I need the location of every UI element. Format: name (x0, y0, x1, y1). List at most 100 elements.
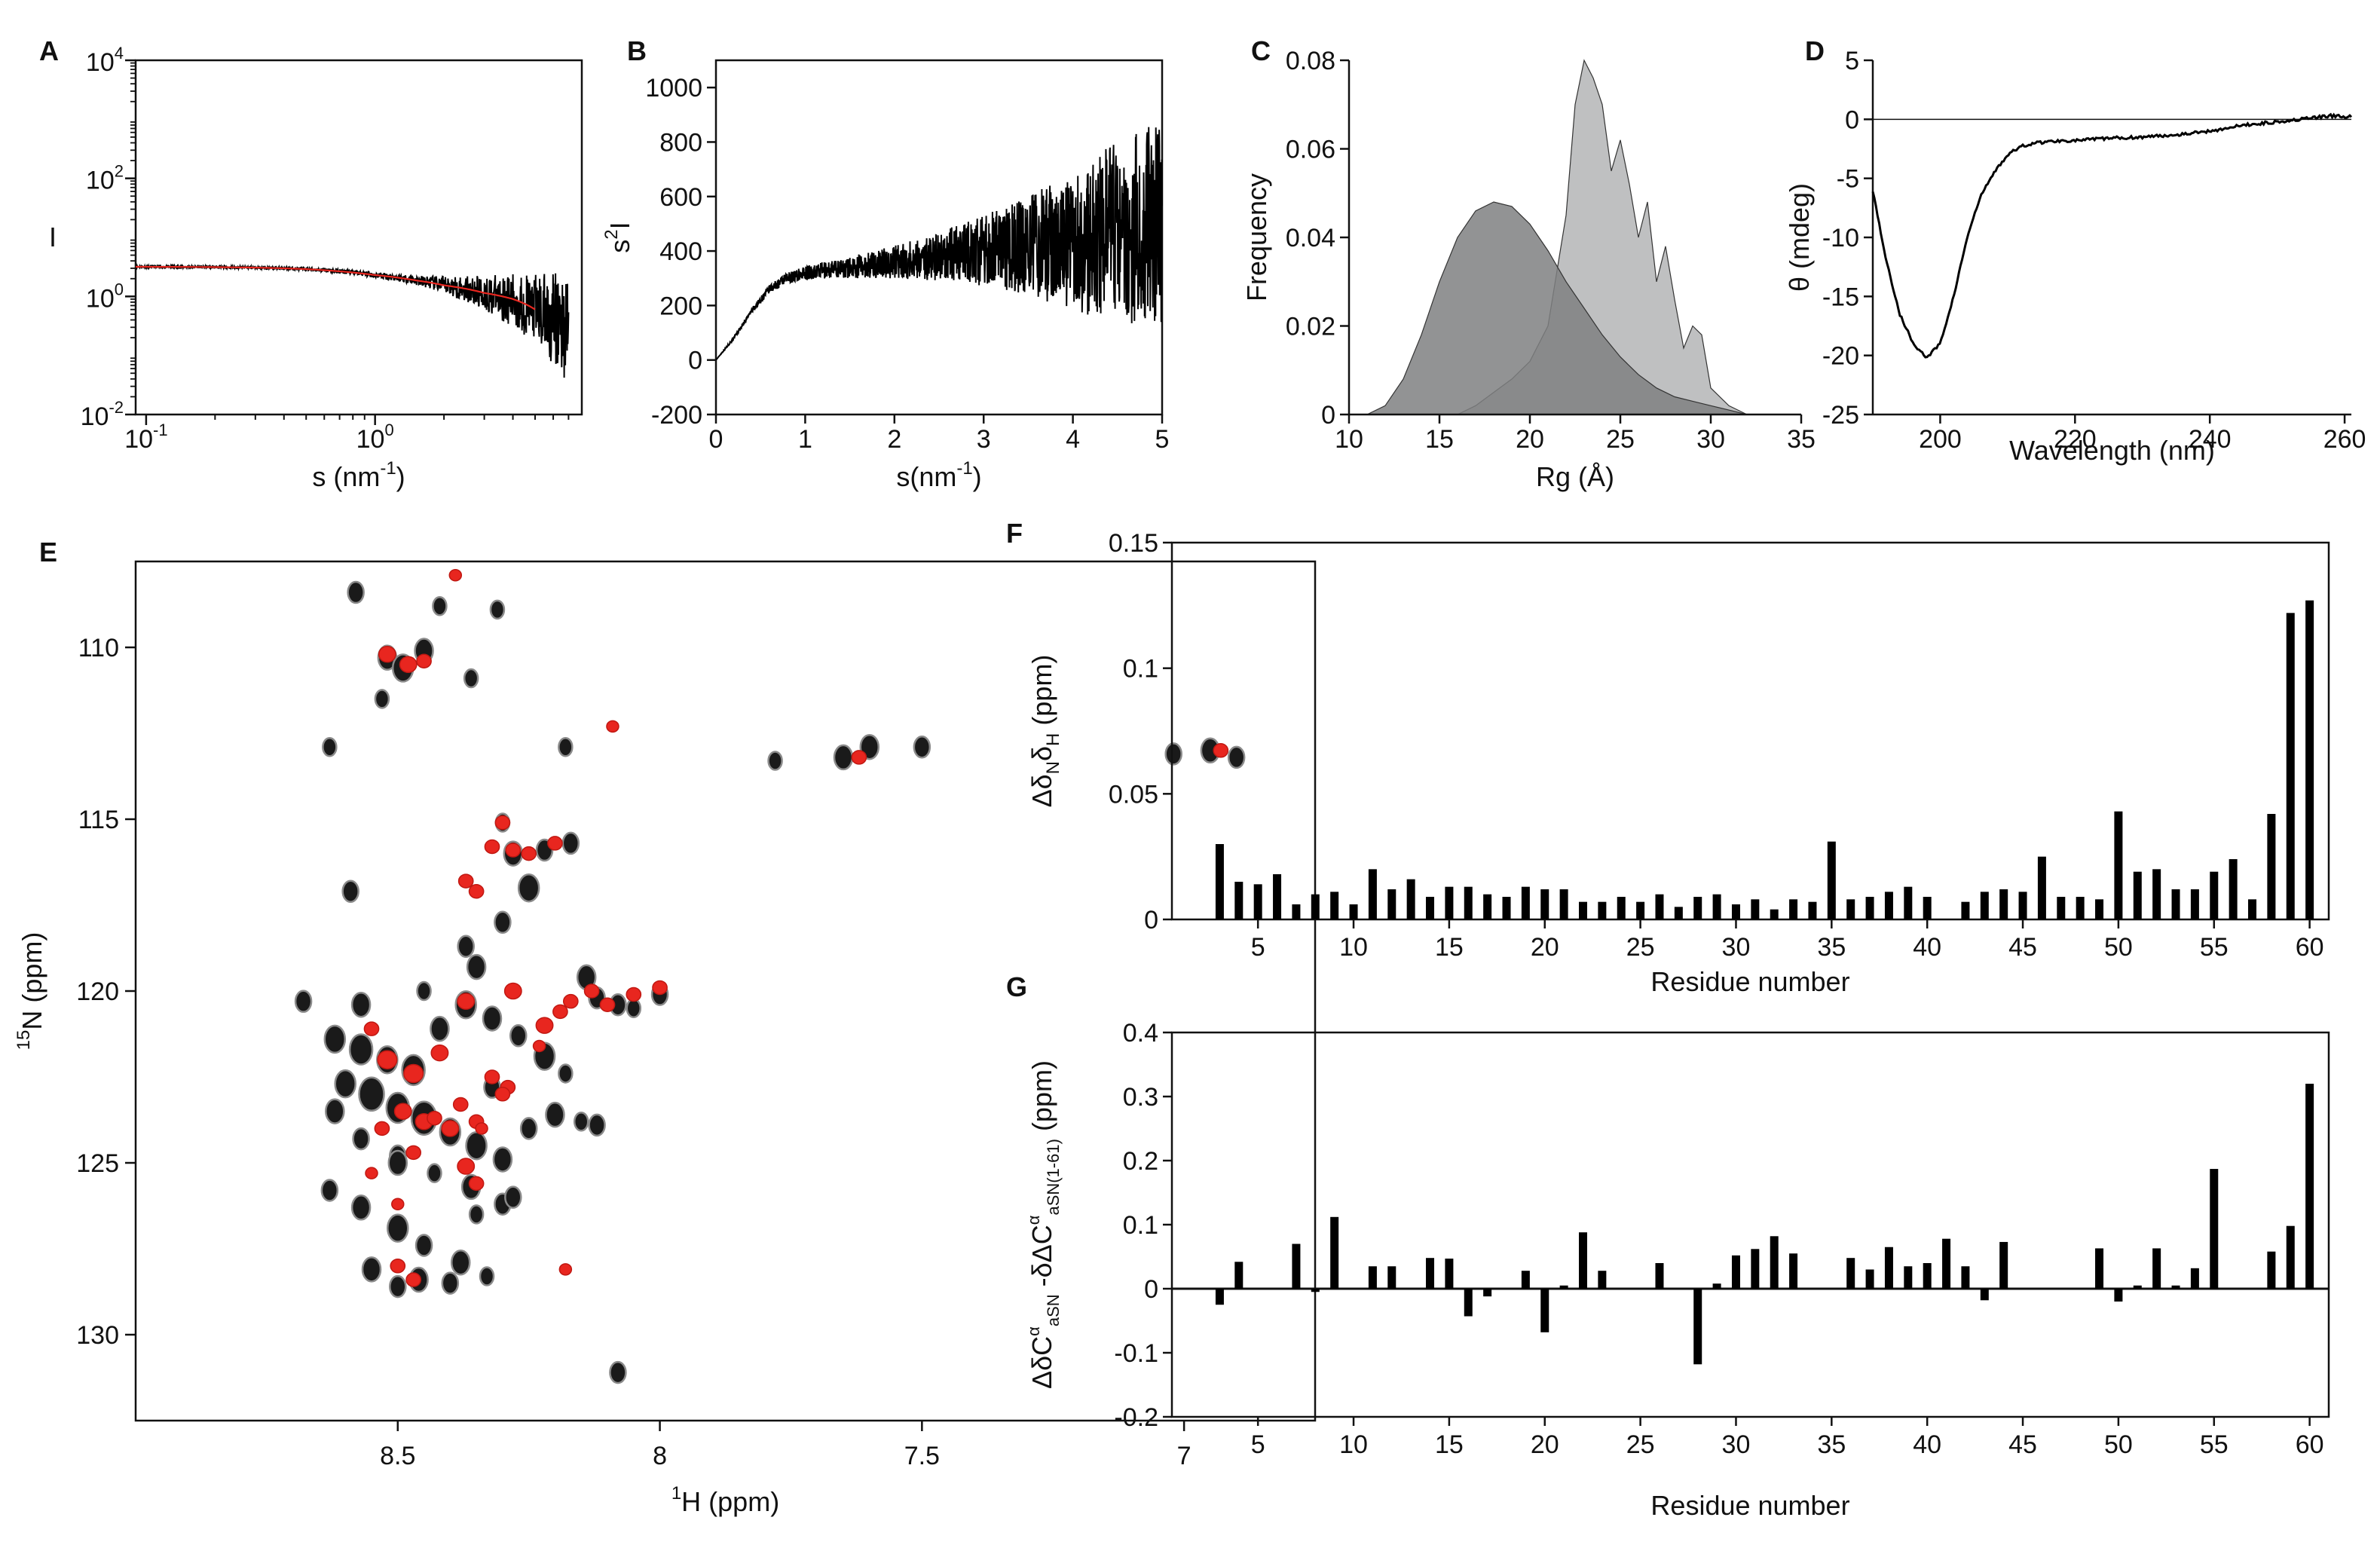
y-tick-label: 120 (76, 977, 119, 1006)
peak-black-50 (387, 1213, 409, 1243)
peak-red-40 (374, 1121, 390, 1136)
bar-residue-45 (2018, 892, 2027, 919)
bar-residue-60 (2305, 1084, 2314, 1289)
y-axis-title: θ (mdeg) (1784, 183, 1815, 292)
bar-residue-36 (1846, 1258, 1855, 1289)
bar-residue-41 (1942, 1238, 1951, 1289)
y-tick-label: 0 (1144, 1275, 1158, 1304)
bar-residue-53 (2171, 1285, 2180, 1289)
x-tick-label: 45 (2008, 933, 2037, 962)
y-axis-title: ΔδNδH (ppm) (1026, 655, 1063, 808)
peak-red-18 (652, 980, 668, 996)
bar-residue-46 (2037, 856, 2046, 919)
bar-residue-20 (1540, 889, 1549, 919)
bar-residue-54 (2190, 889, 2199, 919)
bar-residue-23 (1598, 901, 1607, 919)
peak-red-22 (430, 1044, 449, 1062)
bar-residue-51 (2133, 871, 2142, 919)
bar-residue-19 (1521, 886, 1530, 919)
x-tick-label: 3 (977, 425, 991, 454)
y-axis-title: Frequency (1241, 173, 1272, 301)
x-tick-label: 10-1 (124, 421, 167, 454)
bar-residue-38 (1884, 1247, 1893, 1289)
bar-residue-43 (1980, 1289, 1989, 1301)
x-tick-label: 30 (1722, 933, 1751, 962)
bar-residue-43 (1980, 892, 1989, 919)
peak-black-3 (432, 596, 448, 616)
bar-residue-50 (2114, 811, 2123, 919)
bar-residue-27 (1674, 907, 1683, 919)
peak-black-71 (463, 668, 479, 689)
x-tick-label: 10 (1339, 1430, 1368, 1459)
bar-residue-58 (2267, 814, 2276, 919)
bar-residue-48 (2076, 897, 2085, 919)
peak-black-26 (430, 1015, 450, 1042)
x-tick-label: 2 (887, 425, 901, 454)
peak-red-26 (393, 1103, 412, 1120)
x-tick-label: 55 (2200, 933, 2229, 962)
panel-F: F 5 10 15 20 25 30 35 40 45 50 55 60 0 0.05 0.1 0.15 Resi… (1006, 518, 2330, 997)
bar-residue-33 (1789, 899, 1798, 919)
y-tick-label: -0.1 (1114, 1339, 1158, 1368)
x-tick-label: 0 (709, 425, 723, 454)
x-tick-label: 25 (1626, 933, 1655, 962)
bar-residue-7 (1292, 904, 1301, 919)
x-axis-title: Residue number (1650, 1490, 1849, 1521)
x-tick-label: 15 (1435, 1430, 1464, 1459)
bar-residue-18 (1502, 897, 1511, 919)
bar-residue-15 (1445, 1259, 1454, 1289)
y-tick-label: 102 (86, 162, 124, 195)
panel-letter-C: C (1251, 35, 1271, 66)
y-tick-label: 0.1 (1123, 655, 1158, 684)
y-tick-label: 0.05 (1109, 780, 1158, 809)
y-tick-label: 0.4 (1123, 1019, 1158, 1048)
bar-residue-37 (1865, 1269, 1874, 1289)
peak-red-19 (363, 1021, 380, 1036)
peak-black-14 (517, 873, 540, 903)
bar-residue-11 (1368, 1266, 1377, 1289)
bar-residue-11 (1368, 869, 1377, 919)
bar-residue-56 (2229, 859, 2238, 919)
peak-black-60 (350, 991, 372, 1018)
y-tick-label: 125 (76, 1149, 119, 1178)
x-tick-label: 55 (2200, 1430, 2229, 1459)
peak-black-29 (509, 1024, 528, 1048)
x-tick-label: 5 (1155, 425, 1170, 454)
bar-residue-40 (1923, 1263, 1932, 1289)
x-tick-label: 10 (1335, 425, 1363, 454)
y-tick-label: 130 (76, 1321, 119, 1350)
y-tick-label: 0 (1144, 906, 1158, 935)
area-series-2 (1366, 201, 1748, 415)
peak-red-33 (405, 1145, 421, 1161)
y-tick-label: 0.2 (1123, 1147, 1158, 1176)
x-tick-label: 60 (2296, 933, 2324, 962)
peak-black-37 (465, 1130, 488, 1161)
x-axis-title: Wavelength (nm) (2009, 435, 2215, 466)
x-tick-label: 100 (356, 421, 394, 454)
bar-residue-5 (1253, 884, 1262, 919)
x-tick-label: 50 (2104, 933, 2133, 962)
bar-residue-52 (2152, 869, 2161, 919)
peak-black-48 (320, 1179, 339, 1202)
y-tick-label: 100 (86, 280, 124, 313)
y-tick-label: 800 (659, 128, 702, 157)
plot-frame-G (1170, 1031, 2330, 1418)
bar-residue-9 (1330, 892, 1339, 919)
bar-residue-32 (1770, 1236, 1779, 1289)
y-tick-label: -200 (651, 401, 702, 430)
bar-residue-52 (2152, 1248, 2161, 1289)
peak-black-8 (558, 736, 574, 757)
x-axis-title: 1H (ppm) (671, 1483, 779, 1517)
peak-black-9 (341, 879, 359, 904)
bar-residue-36 (1846, 899, 1855, 919)
x-tick-label: 45 (2008, 1430, 2037, 1459)
peak-black-73 (494, 910, 512, 935)
bar-residue-19 (1521, 1271, 1530, 1289)
bar-residue-14 (1426, 1258, 1435, 1289)
bar-residue-4 (1234, 1262, 1244, 1289)
peak-black-20 (626, 998, 642, 1019)
x-axis-title: Residue number (1650, 966, 1849, 997)
panel-letter-G: G (1006, 971, 1027, 1002)
peak-black-62 (416, 980, 432, 1002)
x-axis-title: s (nm-1) (312, 458, 405, 492)
